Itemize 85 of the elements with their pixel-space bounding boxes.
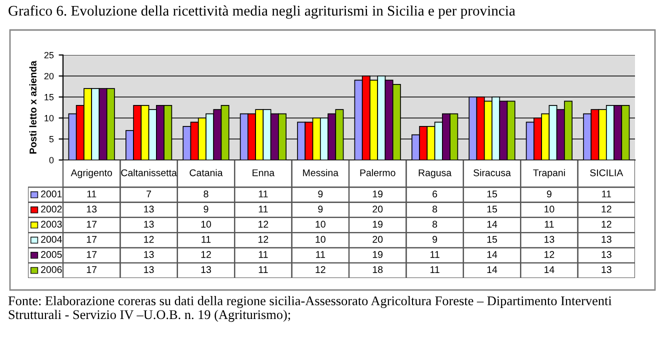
data-label: 9 [318, 190, 323, 198]
x-tick-label: Agrigento [70, 169, 112, 178]
legend-label: 2004 [41, 236, 62, 243]
data-label: 19 [372, 220, 383, 228]
legend-label: 2006 [41, 266, 62, 274]
data-label: 12 [316, 266, 326, 273]
x-tick-label: SICILIA [590, 169, 624, 176]
y-tick-label: 5 [49, 136, 54, 142]
legend-label: 2001 [41, 190, 62, 198]
y-tick-label: 0 [49, 156, 54, 164]
data-label: 15 [487, 190, 497, 198]
data-label: 10 [544, 206, 554, 213]
data-label: 19 [372, 251, 383, 258]
data-label: 10 [316, 220, 326, 228]
data-label: 13 [144, 220, 154, 228]
data-label: 11 [544, 220, 554, 228]
data-label: 12 [258, 220, 268, 228]
data-label: 8 [432, 206, 438, 213]
legend-label: 2002 [41, 206, 62, 213]
data-label: 13 [602, 251, 612, 258]
data-label: 13 [86, 206, 97, 213]
source-note: Fonte: Elaborazione coreras su dati della regione sicilia-Assessorato Agricoltura Foreste – Dipartimento Interventi Strutturali - Servizio IV –U.O.B. n. 19 (Agriturismo); [8, 296, 612, 322]
data-label: 12 [201, 251, 211, 258]
data-label: 11 [602, 190, 611, 198]
legend-label: 2003 [41, 220, 62, 228]
data-label: 19 [372, 190, 383, 198]
data-label: 13 [544, 236, 554, 243]
data-label: 17 [86, 236, 97, 243]
x-tick-label: Ragusa [418, 169, 452, 178]
data-label: 17 [86, 220, 97, 228]
data-label: 12 [602, 220, 612, 228]
data-label: 10 [316, 236, 326, 243]
data-label: 10 [201, 220, 212, 228]
data-label: 14 [487, 266, 498, 273]
data-label: 12 [258, 236, 268, 243]
x-tick-label: Messina [303, 169, 338, 176]
data-label: 8 [432, 220, 438, 228]
data-label: 9 [204, 206, 208, 213]
data-label: 14 [487, 251, 498, 258]
data-label: 11 [87, 190, 96, 198]
data-label: 12 [544, 251, 554, 258]
data-label: 11 [258, 190, 268, 198]
data-label: 17 [86, 266, 97, 273]
data-label: 8 [204, 190, 208, 198]
data-label: 11 [430, 251, 440, 258]
data-label: 14 [544, 266, 554, 273]
y-tick-label: 20 [44, 72, 54, 80]
data-label: 18 [372, 266, 383, 274]
x-tick-label: Enna [252, 169, 275, 176]
x-tick-label: Caltanissetta [121, 169, 177, 176]
data-label: 7 [146, 190, 152, 198]
data-label: 20 [372, 236, 383, 243]
data-label: 11 [430, 266, 440, 273]
x-tick-label: Trapani [533, 169, 565, 178]
data-label: 15 [487, 206, 497, 213]
y-tick-label: 25 [44, 52, 54, 58]
data-label: 11 [316, 251, 325, 258]
data-label: 9 [546, 190, 552, 198]
data-label: 11 [202, 236, 211, 243]
data-label: 13 [144, 251, 154, 258]
x-tick-label: Catania [190, 169, 223, 176]
data-label: 17 [86, 251, 97, 258]
data-label: 13 [201, 266, 211, 274]
data-label: 13 [602, 266, 612, 274]
x-tick-label: Palermo [360, 169, 396, 176]
data-label: 12 [144, 236, 154, 243]
data-label: 13 [602, 236, 612, 243]
y-tick-label: 15 [44, 94, 54, 100]
y-axis-title: Posti letto x azienda [29, 60, 36, 154]
x-tick-label: Siracusa [474, 169, 511, 176]
data-label: 12 [602, 206, 612, 212]
data-label: 13 [144, 266, 154, 274]
y-tick-label: 10 [44, 114, 54, 122]
data-label: 9 [318, 206, 323, 213]
chart-title: Grafico 6. Evoluzione della ricettività media negli agriturismi in Sicilia e per provincia [8, 5, 516, 19]
data-label: 13 [144, 206, 154, 213]
legend-label: 2005 [41, 251, 62, 258]
data-label: 9 [432, 236, 438, 243]
data-label: 11 [258, 206, 268, 212]
data-label: 11 [258, 266, 268, 273]
data-label: 11 [258, 251, 268, 258]
data-label: 14 [487, 220, 498, 228]
data-label: 6 [432, 190, 438, 198]
data-label: 20 [372, 206, 383, 213]
data-label: 15 [487, 236, 497, 243]
